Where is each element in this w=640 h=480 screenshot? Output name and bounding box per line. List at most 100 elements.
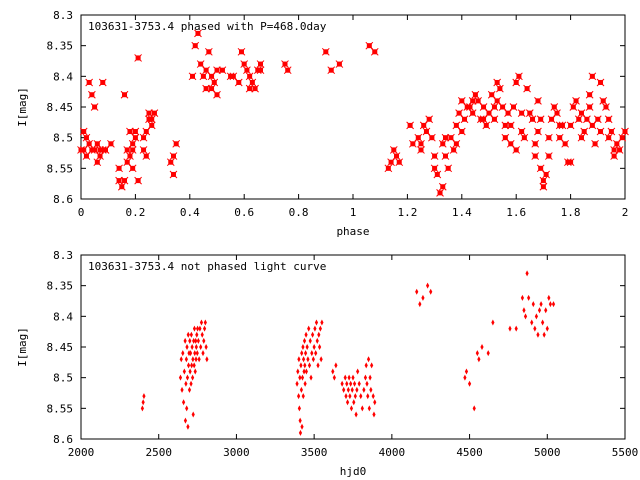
x-tick-label: 1.8 <box>561 206 581 219</box>
data-point <box>593 115 602 124</box>
x-tick-label: 3000 <box>223 446 250 459</box>
data-point <box>191 411 195 418</box>
data-point <box>574 115 583 124</box>
data-point <box>297 356 301 363</box>
data-point <box>79 127 88 136</box>
data-point <box>539 301 543 308</box>
data-point <box>463 374 467 381</box>
data-point <box>599 97 608 105</box>
data-point <box>544 152 553 160</box>
data-point <box>90 103 99 111</box>
data-point <box>544 307 548 314</box>
x-tick-label: 1.2 <box>397 206 417 219</box>
data-point <box>142 152 151 160</box>
data-point <box>414 133 423 142</box>
data-point <box>310 350 314 357</box>
x-tick-label: 5000 <box>534 446 561 459</box>
data-point <box>525 109 534 117</box>
data-point <box>172 139 181 148</box>
data-point <box>604 115 613 124</box>
data-point <box>306 356 310 363</box>
data-point <box>195 325 200 332</box>
data-point <box>188 368 192 375</box>
data-point <box>115 176 123 185</box>
data-point <box>363 374 368 381</box>
data-point <box>245 84 254 93</box>
data-point <box>140 405 144 412</box>
data-point <box>304 331 308 338</box>
data-point <box>621 127 629 136</box>
data-point <box>186 362 191 369</box>
y-axis-label: I[mag] <box>16 87 29 127</box>
data-point <box>190 344 194 350</box>
y-tick-labels: 8.3 8.35 8.4 8.45 8.5 8.55 8.6 <box>47 9 74 206</box>
data-point <box>536 115 545 124</box>
data-point <box>139 133 148 142</box>
data-point <box>310 331 315 338</box>
data-point <box>517 127 526 136</box>
axis-ticks <box>80 254 626 440</box>
x-tick-label: 0.8 <box>289 206 309 219</box>
data-point <box>588 72 597 81</box>
data-point <box>301 356 306 363</box>
data-point <box>195 331 199 338</box>
data-point <box>128 164 137 173</box>
data-point <box>418 301 422 308</box>
x-tick-label: 1 <box>350 206 357 219</box>
data-point <box>183 417 188 424</box>
data-point <box>186 423 190 430</box>
data-point <box>187 386 192 393</box>
data-point <box>373 399 377 406</box>
x-tick-labels: 2000 2500 3000 3500 4000 4500 5000 5500 <box>68 446 639 459</box>
data-point <box>349 405 354 412</box>
data-point <box>198 325 202 332</box>
data-point <box>314 319 319 326</box>
data-point <box>585 90 594 99</box>
y-tick-label: 8.5 <box>53 372 73 385</box>
data-point <box>139 146 148 154</box>
data-point <box>312 344 316 350</box>
data-point <box>126 152 134 160</box>
data-point <box>210 78 219 87</box>
data-point <box>295 380 299 387</box>
x-tick-label: 2000 <box>68 446 95 459</box>
data-point <box>365 380 369 387</box>
data-point <box>395 158 404 167</box>
data-point <box>471 90 480 99</box>
data-point <box>490 115 499 124</box>
data-point <box>193 368 197 375</box>
data-point <box>360 405 364 412</box>
data-point <box>202 337 206 344</box>
data-point <box>534 313 539 320</box>
data-point <box>248 78 257 87</box>
data-point <box>544 133 553 142</box>
data-point <box>370 47 379 56</box>
data-point <box>530 319 534 326</box>
y-tick-label: 8.35 <box>47 40 74 53</box>
x-tick-label: 3500 <box>301 446 328 459</box>
data-point <box>203 319 207 326</box>
data-point <box>370 362 374 369</box>
data-point <box>425 115 434 124</box>
data-point <box>491 319 495 326</box>
data-point <box>299 362 303 369</box>
data-point <box>193 350 197 357</box>
data-point <box>548 301 552 308</box>
data-point <box>353 393 357 400</box>
data-point <box>364 362 368 369</box>
data-point <box>204 344 208 350</box>
y-tick-label: 8.35 <box>47 280 74 293</box>
data-point <box>303 362 307 369</box>
data-point <box>475 350 479 357</box>
x-tick-label: 0.4 <box>180 206 200 219</box>
y-tick-label: 8.3 <box>53 249 73 262</box>
data-point <box>607 127 616 136</box>
data-point <box>533 325 537 332</box>
data-point <box>347 374 351 381</box>
plot-frame <box>80 254 626 440</box>
data-point <box>297 393 301 400</box>
data-point <box>186 331 190 338</box>
data-point <box>191 41 200 50</box>
data-point <box>539 182 548 191</box>
data-point <box>300 374 305 381</box>
